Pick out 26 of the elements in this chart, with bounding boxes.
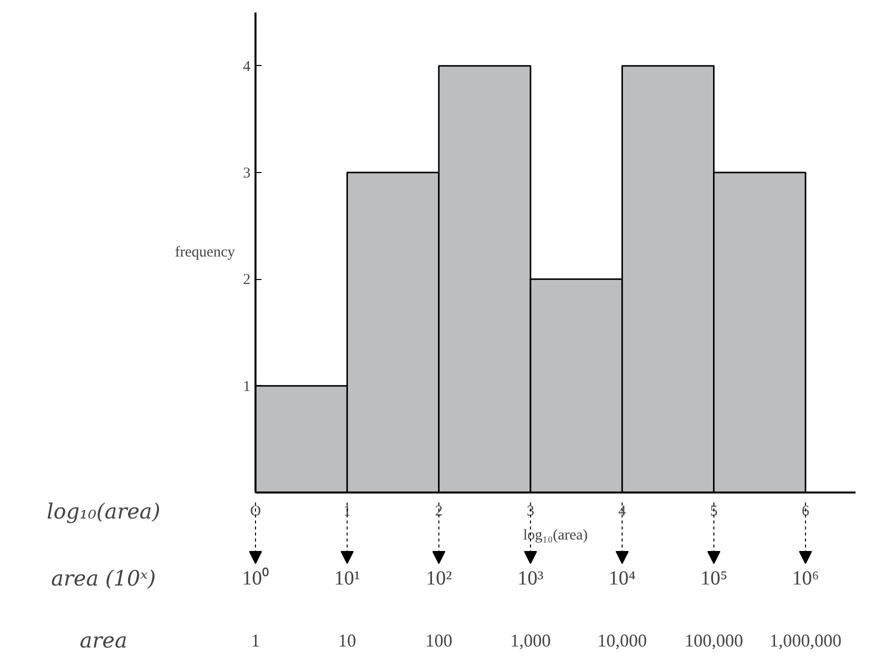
text: 10⁴ xyxy=(608,568,636,590)
text: area xyxy=(80,628,128,652)
y-tick-label: 2 xyxy=(243,272,250,288)
x-tick-label: 5 xyxy=(710,504,718,520)
y-tick-label: 1 xyxy=(243,378,250,395)
text: 10³ xyxy=(518,568,544,590)
x-tick-label: 2 xyxy=(435,504,443,520)
text: 100,000 xyxy=(684,630,744,650)
text: log₁₀(area) xyxy=(46,500,160,524)
text: 10⁵ xyxy=(700,568,728,590)
text: 100 xyxy=(425,630,452,650)
text: 10¹ xyxy=(334,568,360,590)
x-axis-title: log₁₀(area) xyxy=(523,528,588,544)
text: area (10ˣ) xyxy=(51,566,156,590)
text: 1,000,000 xyxy=(770,630,842,650)
y-tick-label: 4 xyxy=(243,58,251,75)
text: 1,000 xyxy=(510,630,551,650)
text: 10⁶ xyxy=(792,568,820,590)
y-tick-label: 3 xyxy=(243,166,250,182)
text: 10 xyxy=(338,630,356,650)
text: 10² xyxy=(426,568,452,590)
text: 10⁰ xyxy=(242,566,269,590)
x-tick-label: 4 xyxy=(618,504,626,520)
y-axis-title: frequency xyxy=(175,244,236,260)
text: 10,000 xyxy=(597,630,647,650)
x-tick-label: O xyxy=(250,504,262,520)
